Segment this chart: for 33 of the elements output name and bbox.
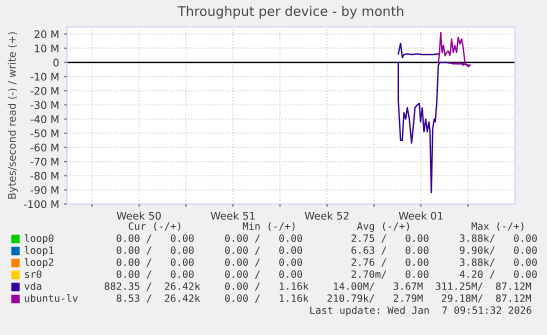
y-tick-label: 0 — [53, 58, 59, 67]
text: 0.00 / 0.00 0.00 / 0.00 2.76 / 0.00 3.88k/ 0.00 — [116, 258, 537, 267]
text: 0.00 / 0.00 0.00 / 0.00 6.63 / 0.00 9.90k/ 0.00 — [116, 246, 537, 255]
y-tick-label: -90 M — [30, 186, 58, 194]
x-tick-label: Week 51 — [210, 212, 255, 220]
text: 882.35 / 26.42k 0.00 / 1.16k 14.00M/ 3.67M 311.25M/ 87.12M — [104, 282, 532, 291]
y-tick-label: -70 M — [30, 158, 58, 166]
text: 0.00 / 0.00 0.00 / 0.00 2.70m/ 0.00 4.20 / 0.00 — [116, 270, 537, 279]
y-tick-label: -50 M — [30, 129, 58, 138]
legend-label: loop0 — [24, 234, 54, 244]
y-axis-title: Bytes/second read (-) / write (+) — [8, 32, 18, 199]
y-tick-label: -10 M — [30, 72, 58, 81]
x-tick-label: Week 50 — [116, 212, 161, 220]
legend-label: loop2 — [24, 258, 54, 268]
text: Last update: Wed Jan 7 09:51:32 2026 — [310, 306, 532, 316]
y-tick-label: -80 M — [30, 172, 58, 180]
y-tick-label: -100 M — [24, 200, 58, 208]
chart-title: Throughput per device - by month — [178, 6, 404, 19]
x-tick-label: Week 52 — [304, 212, 348, 220]
y-tick-label: 10 M — [34, 44, 58, 52]
text: 0.00 / 0.00 0.00 / 0.00 2.75 / 0.00 3.88k/ 0.00 — [116, 234, 537, 243]
legend-label: loop1 — [24, 246, 54, 256]
y-tick-label: -60 M — [30, 144, 58, 152]
text: 8.53 / 26.42k 0.00 / 1.16k 210.79k/ 2.79M 29.18M/ 87.12M — [116, 294, 532, 303]
y-tick-label: -20 M — [30, 86, 58, 95]
legend-label: vda — [24, 282, 42, 290]
x-tick-label: Week 01 — [398, 212, 443, 220]
y-tick-label: -40 M — [30, 115, 58, 124]
legend-label: ubuntu-lv — [24, 294, 78, 302]
legend-label: sr0 — [25, 270, 42, 278]
y-tick-label: -30 M — [30, 101, 58, 109]
text: Cur (-/+) Min (-/+) Avg (-/+) Max (-/+) — [128, 222, 524, 232]
y-tick-label: 20 M — [34, 30, 58, 38]
